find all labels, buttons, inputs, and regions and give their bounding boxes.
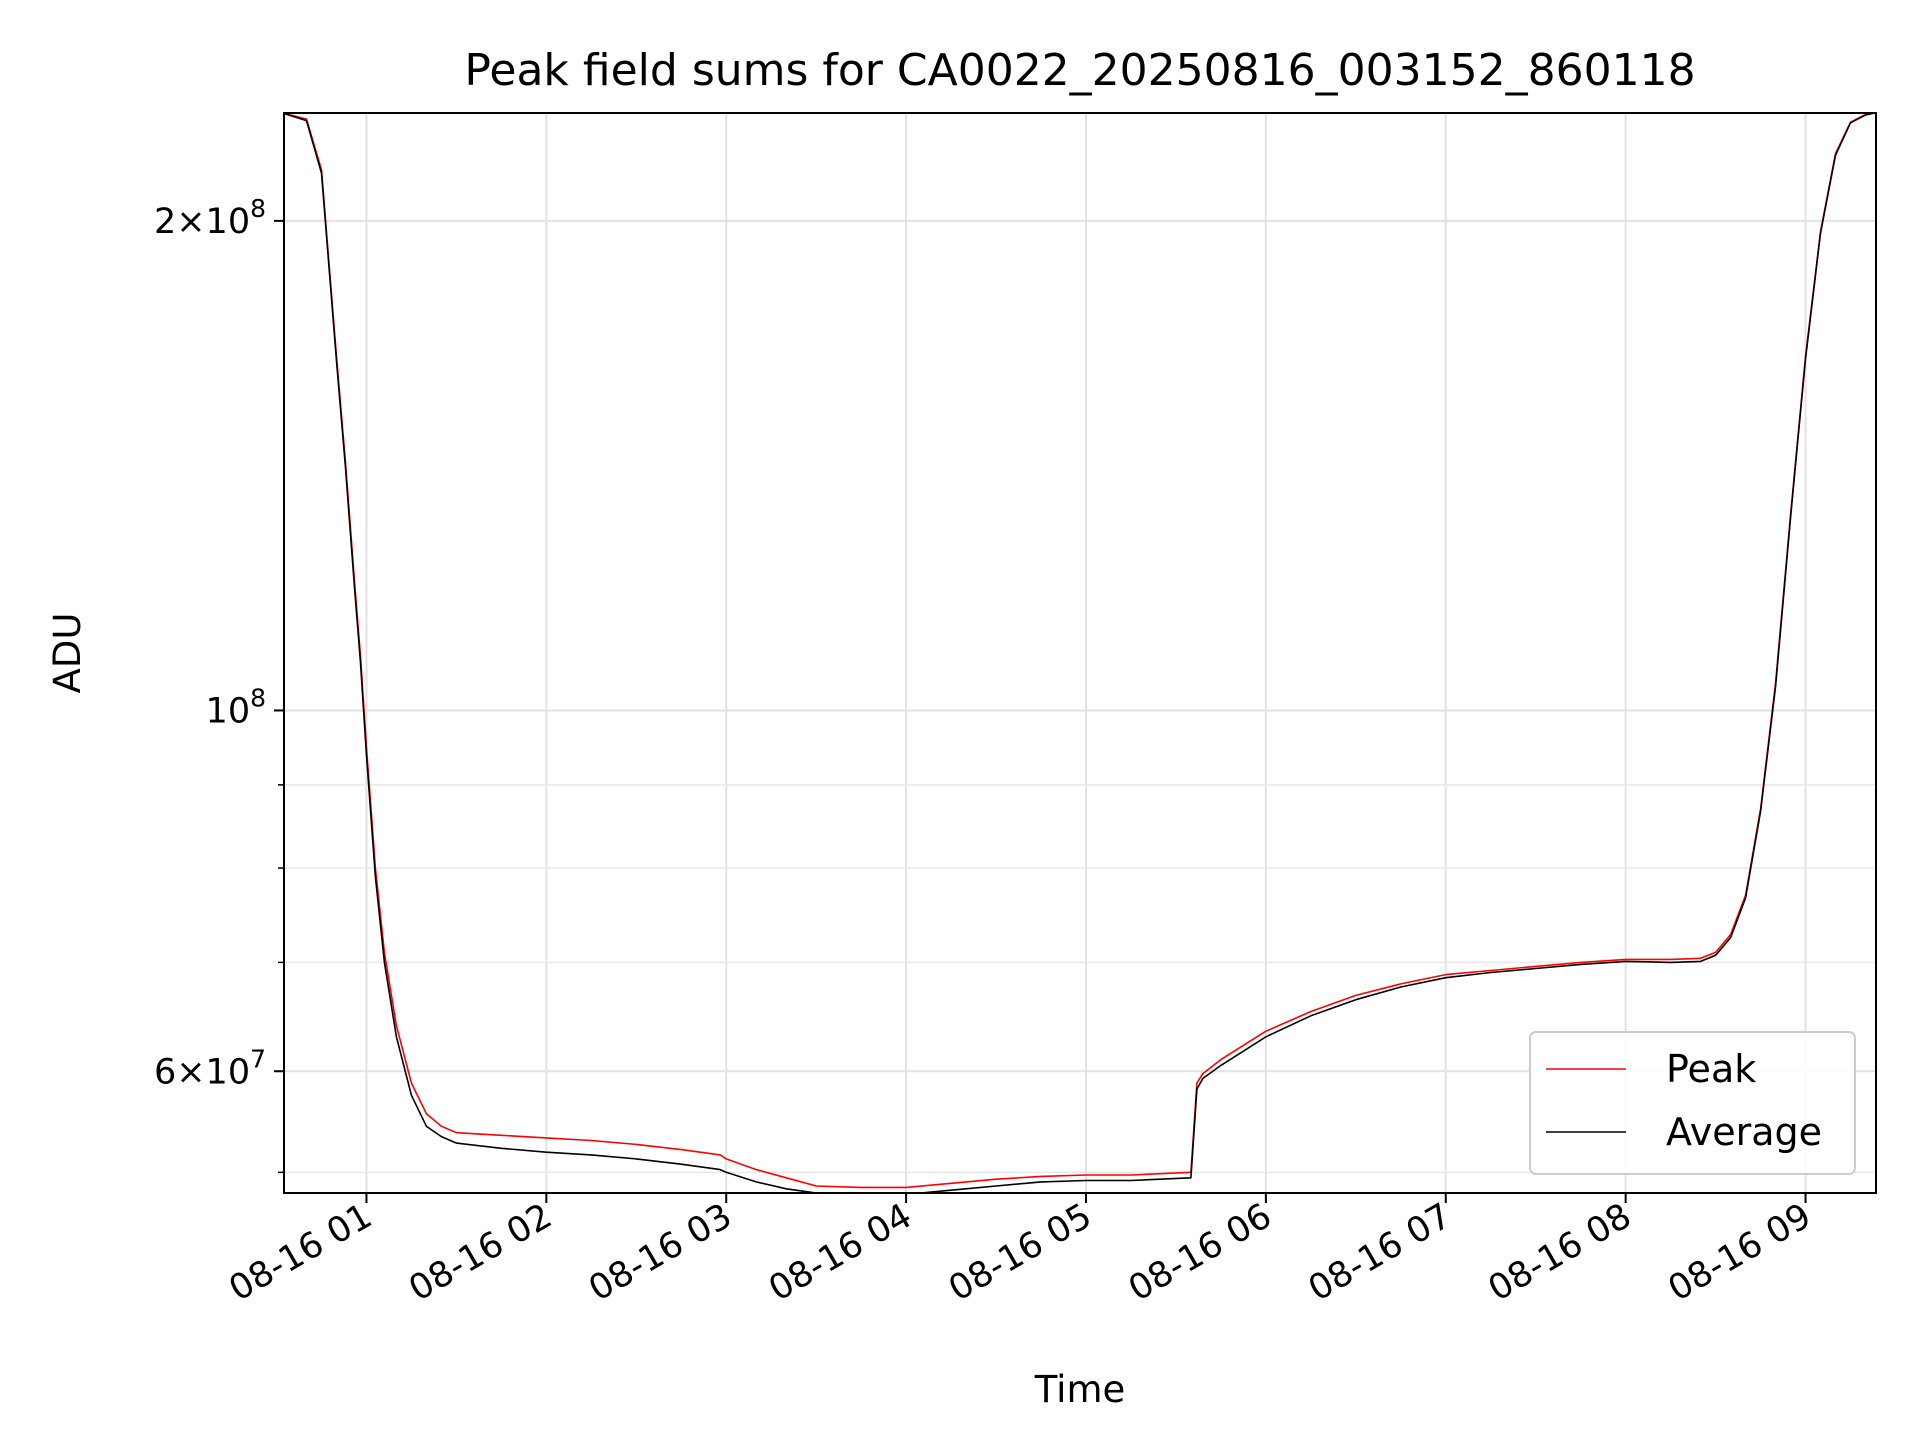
legend-label-average: Average [1666, 1110, 1822, 1154]
y-tick-label: 6×107 [154, 1044, 266, 1092]
legend-label-peak: Peak [1666, 1047, 1756, 1091]
legend-box [1529, 1031, 1856, 1175]
y-axis-ticks: 6×107 108 2×108 [154, 194, 284, 1174]
y-axis-title: ADU [46, 613, 89, 694]
series-lines [284, 113, 1875, 1193]
y-tick-label: 2×108 [154, 194, 266, 242]
plot-frame [283, 112, 1877, 1194]
chart-title: Peak field sums for CA0022_20250816_0031… [464, 45, 1695, 96]
series-line-average [284, 113, 1875, 1193]
x-axis-title: Time [1034, 1368, 1126, 1411]
y-tick-label: 108 [206, 683, 266, 731]
legend: Peak Average [1529, 1031, 1856, 1175]
series-line-peak [284, 113, 1875, 1189]
